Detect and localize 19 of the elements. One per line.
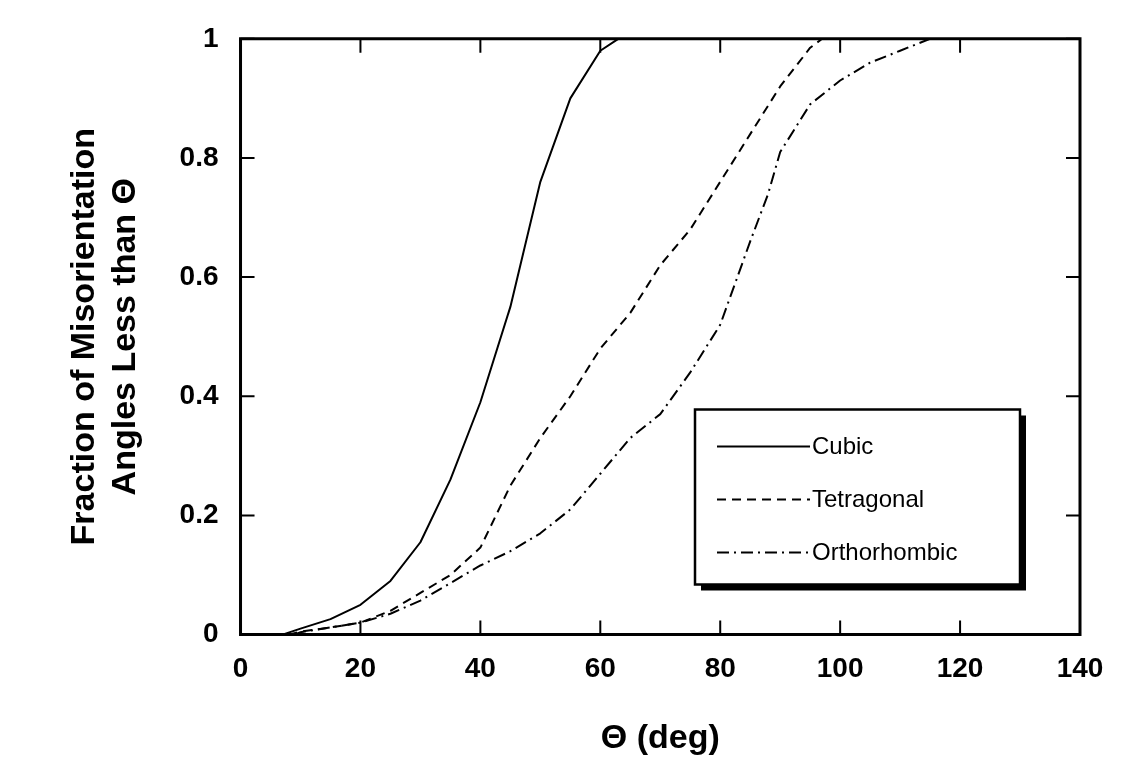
y-tick-label: 1 [202, 21, 219, 53]
x-tick-label: 40 [464, 652, 496, 684]
x-tick-label: 20 [344, 652, 377, 684]
x-tick-label: 100 [816, 652, 864, 684]
y-tick-label: 0.8 [179, 140, 219, 172]
x-axis-title: Θ (deg) [600, 716, 720, 755]
y-axis-title: Fraction of Misorientation Angles Less than Θ [62, 127, 142, 546]
y-tick-label: 0.2 [179, 498, 219, 530]
x-tick-label: 140 [1056, 652, 1104, 684]
x-tick-label: 120 [936, 652, 984, 684]
legend-label: Cubic [812, 432, 874, 460]
y-tick-label: 0 [202, 617, 219, 649]
x-tick-label: 60 [584, 652, 616, 684]
x-tick-label: 80 [704, 652, 736, 684]
x-tick-label: 0 [232, 652, 249, 684]
legend-label: Orthorhombic [812, 538, 958, 566]
y-tick-label: 0.6 [179, 259, 219, 291]
legend-label: Tetragonal [812, 485, 925, 513]
y-tick-label: 0.4 [179, 379, 219, 410]
